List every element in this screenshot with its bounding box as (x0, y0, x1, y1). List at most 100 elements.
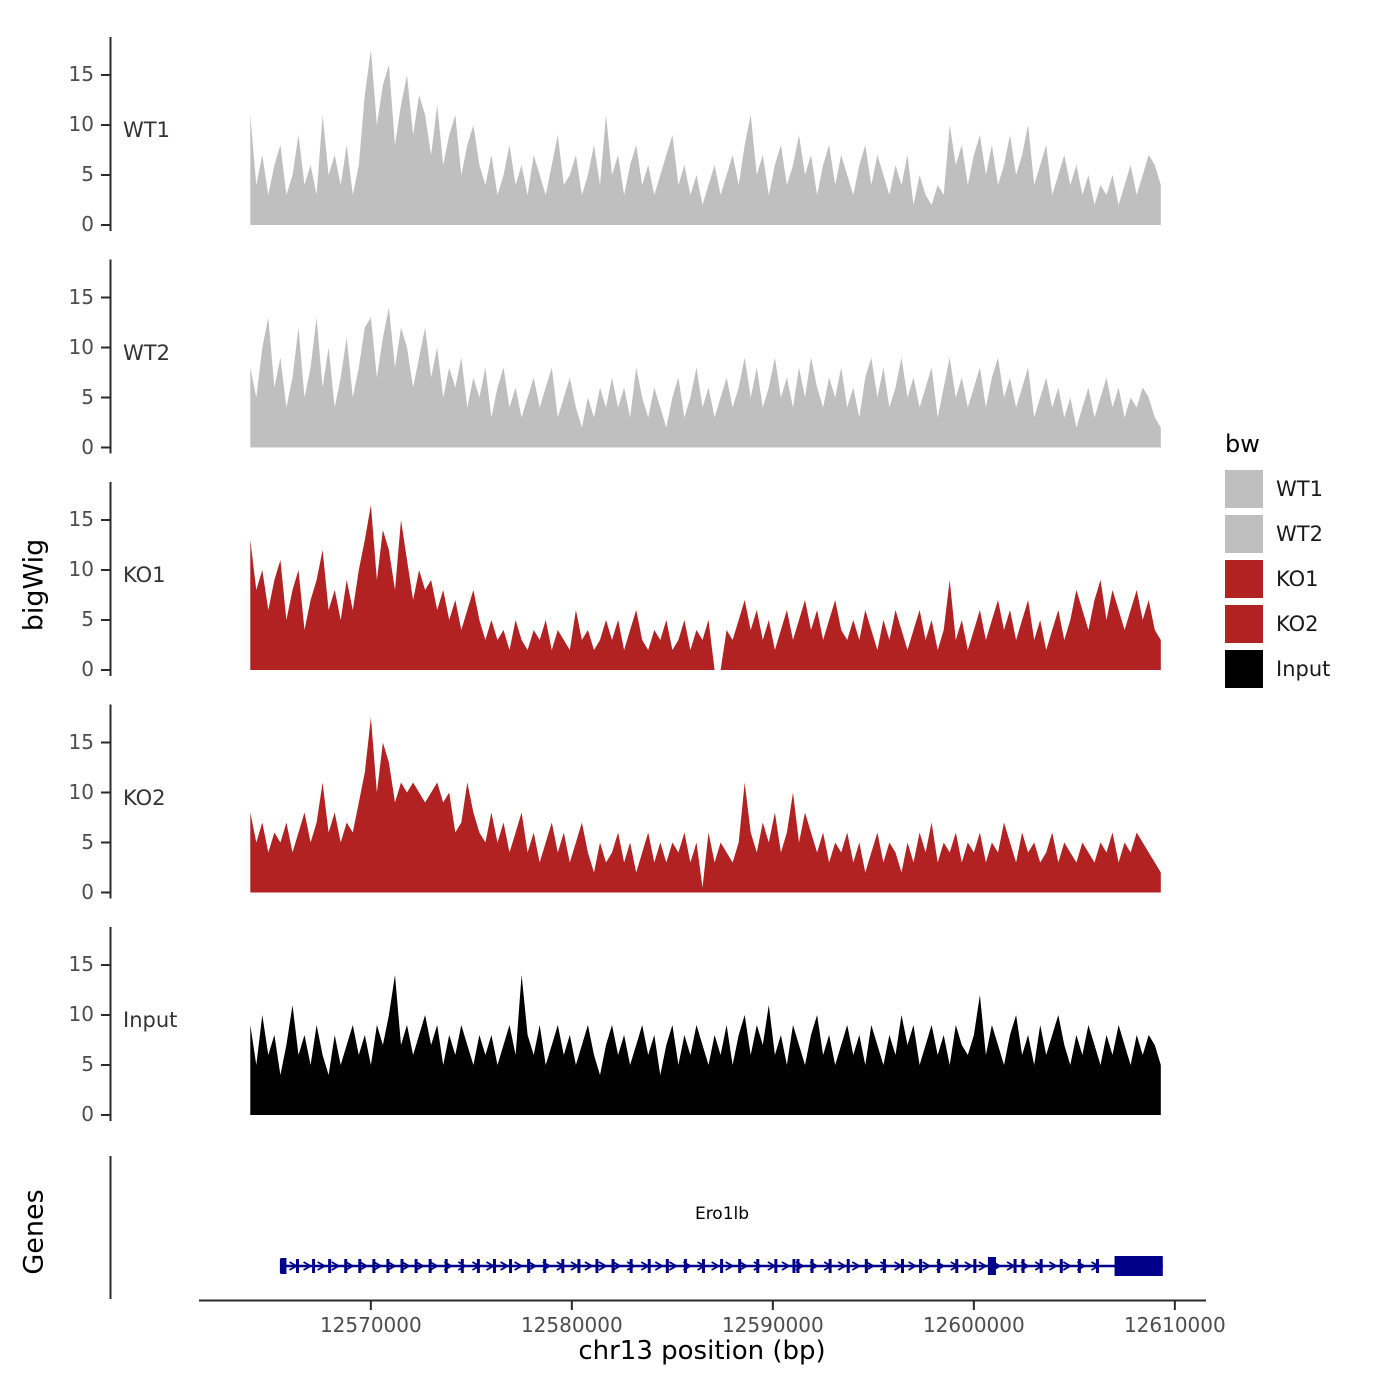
gene-strand-arrow (922, 1261, 932, 1271)
legend-label-ko2: KO2 (1276, 612, 1319, 636)
gene-exon-tick (328, 1259, 332, 1273)
gene-exon-tick (919, 1259, 923, 1273)
gene-exon-tick (1039, 1259, 1043, 1273)
gene-strand-arrow (331, 1261, 341, 1271)
gene-strand-arrow (500, 1261, 510, 1271)
gene-mid-exon-box (987, 1257, 996, 1275)
legend-label-wt2: WT2 (1276, 522, 1323, 546)
gene-strand-arrow (345, 1261, 355, 1271)
gene-exon-tick (527, 1259, 531, 1273)
track-area-wt1 (250, 50, 1161, 225)
gene-strand-arrow (711, 1261, 721, 1271)
gene-exon-tick (312, 1259, 316, 1273)
legend-item-wt2: WT2 (1225, 515, 1330, 553)
y-axis-title: bigWig (18, 538, 50, 632)
gene-strand-arrow (1062, 1261, 1073, 1271)
gene-exon-tick (882, 1259, 886, 1273)
gene-exon-tick (683, 1259, 687, 1273)
gene-exon-tick (476, 1259, 480, 1273)
gene-exon-tick (1013, 1259, 1017, 1273)
gene-start-exon-box (280, 1258, 287, 1274)
legend-label-input: Input (1276, 657, 1331, 681)
gene-exon-tick (344, 1259, 348, 1273)
gene-strand-arrow (626, 1261, 636, 1271)
gene-strand-arrow (303, 1261, 313, 1271)
gene-exon-tick (492, 1259, 496, 1273)
gene-exon-tick (561, 1259, 565, 1273)
gene-exon-tick (1095, 1259, 1099, 1273)
gene-strand-arrow (753, 1261, 763, 1271)
track-area-ko2 (250, 717, 1161, 893)
gene-name-label: Ero1lb (694, 1204, 750, 1224)
gene-exon-tick (900, 1259, 904, 1273)
gene-exon-tick (509, 1259, 513, 1273)
gene-exon-tick (629, 1259, 633, 1273)
legend-swatch-wt1 (1225, 470, 1263, 508)
gene-strand-arrow (978, 1261, 988, 1271)
gene-strand-arrow (908, 1261, 918, 1271)
track-area-wt2 (250, 307, 1161, 448)
gene-exon-tick (796, 1259, 800, 1273)
gene-exon-tick (973, 1259, 977, 1273)
gene-strand-arrow (415, 1261, 425, 1271)
gene-strand-arrow (584, 1261, 594, 1271)
gene-strand-arrow (964, 1261, 974, 1271)
gene-exon-tick (1021, 1259, 1025, 1273)
legend-label-wt1: WT1 (1276, 477, 1323, 501)
gene-exon-tick (460, 1259, 464, 1273)
gene-strand-arrow (387, 1261, 397, 1271)
gene-exon-tick (595, 1259, 599, 1273)
gene-exon-tick (372, 1259, 376, 1273)
gene-strand-arrow (359, 1261, 369, 1271)
gene-exon-tick (720, 1259, 724, 1273)
legend-item-input: Input (1225, 650, 1330, 688)
gene-exon-tick (414, 1259, 418, 1273)
legend-swatch-input (1225, 650, 1263, 688)
gene-exon-tick (955, 1259, 959, 1273)
gene-strand-arrow (739, 1261, 749, 1271)
legend-swatch-ko2 (1225, 605, 1263, 643)
x-axis-title: chr13 position (bp) (578, 1336, 826, 1366)
gene-strand-arrow (514, 1261, 524, 1271)
gene-exon-tick (756, 1259, 760, 1273)
gene-strand-arrow (373, 1261, 383, 1271)
gene-exon-tick (647, 1259, 651, 1273)
legend-swatch-wt2 (1225, 515, 1263, 553)
gene-strand-arrow (429, 1261, 439, 1271)
gene-exon-tick (828, 1259, 832, 1273)
genes-axis-title: Genes (18, 1189, 50, 1275)
gene-exon-tick (702, 1259, 706, 1273)
gene-exon-tick (792, 1259, 796, 1273)
legend-item-wt1: WT1 (1225, 470, 1330, 508)
gene-strand-arrow (654, 1261, 665, 1271)
gene-exon-tick (295, 1259, 299, 1273)
gene-strand-arrow (528, 1261, 538, 1271)
gene-exon-tick (1059, 1259, 1063, 1273)
gene-strand-arrow (598, 1261, 608, 1271)
gene-exon-tick (665, 1259, 669, 1273)
gene-strand-arrow (457, 1261, 468, 1271)
gene-exon-tick (1077, 1259, 1081, 1273)
legend-item-ko1: KO1 (1225, 560, 1330, 598)
gene-strand-arrow (401, 1261, 411, 1271)
legend-items: WT1 WT2 KO1 KO2 Input (1225, 470, 1330, 688)
gene-strand-arrow (1048, 1261, 1059, 1271)
gene-exon-tick (937, 1259, 941, 1273)
legend-label-ko1: KO1 (1276, 567, 1319, 591)
gene-exon-tick (543, 1259, 547, 1273)
track-area-ko1 (250, 505, 1161, 670)
gene-exon-tick (864, 1259, 868, 1273)
gene-strand-arrow (879, 1261, 890, 1271)
gene-exon-tick (358, 1259, 362, 1273)
gene-strand-arrow (837, 1261, 848, 1271)
legend-item-ko2: KO2 (1225, 605, 1330, 643)
gene-exon-tick (611, 1259, 615, 1273)
legend-title: bw (1225, 430, 1260, 458)
gene-strand-arrow (668, 1261, 679, 1271)
track-area-input (250, 975, 1161, 1115)
gene-terminal-exon-box (1114, 1256, 1163, 1276)
gene-exon-tick (738, 1259, 742, 1273)
legend-swatch-ko1 (1225, 560, 1263, 598)
gene-strand-arrow (317, 1261, 327, 1271)
